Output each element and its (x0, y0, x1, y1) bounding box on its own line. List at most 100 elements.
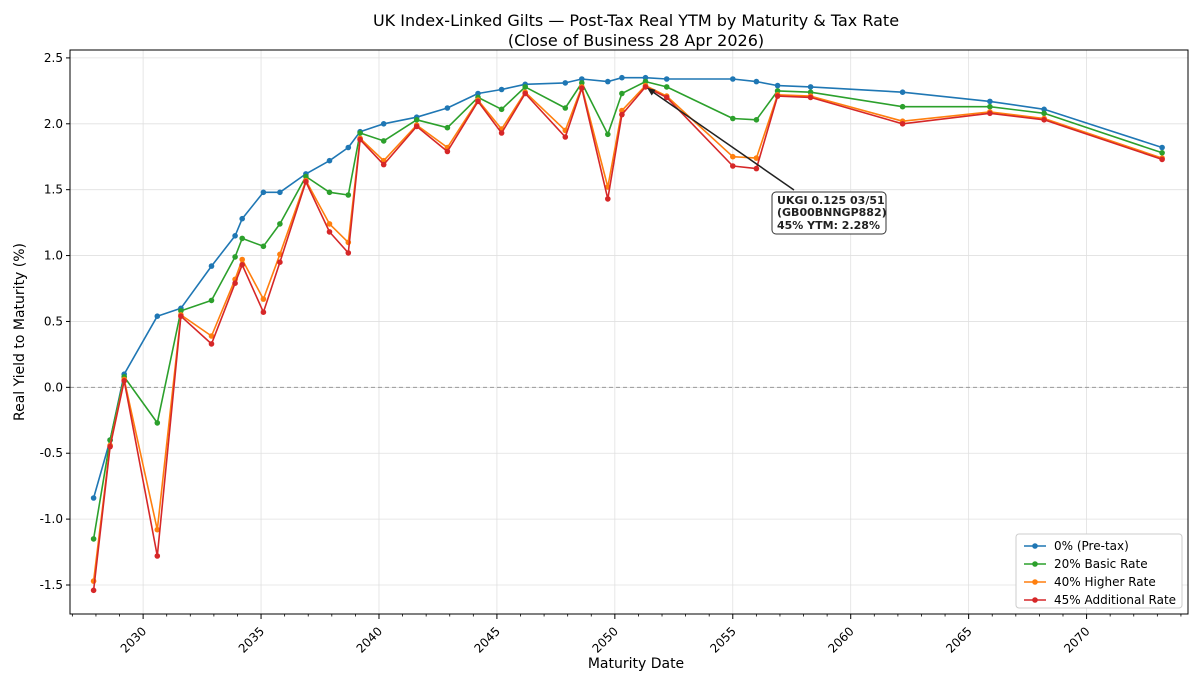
data-point (239, 235, 245, 242)
y-tick-label: 0.0 (44, 380, 63, 394)
data-point (1041, 110, 1047, 117)
legend-label: 40% Higher Rate (1054, 575, 1156, 589)
data-point (413, 123, 420, 130)
x-tick-label: 2055 (707, 624, 738, 655)
data-point (232, 233, 238, 239)
data-point (345, 250, 352, 256)
annotation-arrowhead (647, 88, 656, 96)
chart-title-line2: (Close of Business 28 Apr 2026) (508, 31, 764, 50)
y-axis-label: Real Yield to Maturity (%) (12, 243, 28, 421)
series-4 (90, 84, 1165, 594)
data-point (475, 98, 481, 105)
series-lines (90, 74, 1165, 594)
series-3 (90, 82, 1165, 584)
data-point (208, 341, 215, 347)
data-point (1159, 156, 1165, 163)
y-tick-label: -1.5 (40, 578, 63, 592)
data-point (753, 78, 760, 85)
data-point (154, 313, 161, 320)
y-tick-label: 2.0 (44, 117, 63, 131)
data-point (260, 243, 267, 250)
data-point (380, 121, 387, 127)
annotation-arrow (652, 91, 795, 191)
legend-label: 0% (Pre-tax) (1054, 539, 1129, 553)
data-point (1159, 150, 1165, 156)
data-point (899, 89, 906, 95)
data-point (1041, 106, 1047, 113)
data-point (730, 163, 736, 169)
data-point (753, 155, 760, 161)
x-tick-label: 2050 (589, 624, 620, 655)
data-point (987, 98, 993, 105)
y-tick-label: 0.5 (44, 314, 63, 328)
y-tick-label: -1.0 (40, 512, 63, 526)
data-point (345, 144, 352, 151)
data-point (605, 78, 611, 85)
data-point (579, 80, 585, 86)
data-point (475, 90, 481, 97)
y-tick-label: 2.5 (44, 51, 63, 65)
x-tick-label: 2065 (943, 624, 974, 655)
data-point (1041, 117, 1047, 123)
data-point (605, 131, 611, 138)
data-point (154, 526, 161, 533)
data-point (154, 553, 161, 559)
x-tick-label: 2045 (472, 624, 503, 655)
data-point (326, 221, 333, 227)
data-point (619, 111, 625, 118)
data-point (444, 148, 451, 155)
data-point (154, 420, 161, 426)
data-point (444, 105, 451, 111)
data-point (232, 254, 238, 260)
data-point (413, 117, 420, 123)
annotation-line-2: (GB00BNNGP882) (777, 206, 887, 219)
data-point (899, 121, 906, 127)
x-tick-label: 2035 (236, 624, 267, 655)
data-point (522, 84, 528, 90)
data-point (807, 94, 814, 101)
data-point (90, 495, 97, 501)
y-axis-ticks: -1.5 -1.0 -0.5 0.0 0.5 1.0 1.5 2.0 2.5 (40, 51, 70, 592)
series-line (92, 80, 1163, 540)
y-tick-label: 1.0 (44, 249, 63, 263)
data-point (642, 74, 649, 81)
series-line (92, 84, 1163, 582)
series-line (92, 86, 1163, 591)
data-point (380, 161, 387, 168)
legend-marker (1032, 597, 1038, 603)
data-point (579, 85, 585, 91)
annotation: UKGI 0.125 03/51 (GB00BNNGP882) 45% YTM:… (647, 88, 887, 235)
legend-label: 20% Basic Rate (1054, 557, 1148, 571)
legend-frame (1015, 533, 1183, 609)
data-point (178, 308, 184, 314)
data-point (579, 76, 585, 82)
data-point (753, 165, 760, 172)
x-tick-label: 2030 (118, 624, 149, 655)
data-point (807, 89, 814, 95)
data-point (498, 86, 505, 93)
data-point (619, 74, 625, 81)
data-point (345, 192, 352, 198)
data-point (277, 189, 283, 196)
x-tick-label: 2070 (1061, 624, 1092, 655)
data-point (642, 78, 649, 85)
data-point (605, 196, 611, 202)
data-point (730, 76, 736, 82)
data-point (357, 136, 363, 143)
data-point (774, 93, 781, 99)
data-point (208, 297, 215, 304)
data-point (121, 378, 127, 384)
data-point (562, 80, 569, 86)
data-point (380, 138, 387, 144)
data-point (730, 115, 736, 122)
data-point (357, 130, 363, 136)
data-point (663, 84, 670, 90)
data-point (899, 103, 906, 110)
data-point (987, 103, 993, 110)
legend-marker (1032, 579, 1038, 585)
chart-title-line1: UK Index-Linked Gilts — Post-Tax Real YT… (373, 11, 899, 30)
data-point (807, 84, 814, 90)
data-point (239, 215, 245, 222)
x-tick-label: 2040 (354, 624, 385, 655)
